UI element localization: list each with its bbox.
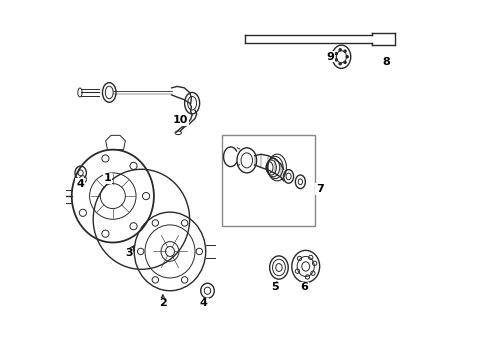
Text: 1: 1 (103, 173, 111, 183)
Bar (222, 135, 315, 226)
Circle shape (335, 59, 338, 61)
Text: 8: 8 (382, 57, 390, 67)
Circle shape (344, 61, 346, 63)
Text: 7: 7 (316, 184, 324, 194)
Circle shape (344, 50, 346, 52)
Text: 4: 4 (200, 298, 208, 308)
Text: 4: 4 (76, 179, 84, 189)
Text: 6: 6 (300, 282, 308, 292)
Circle shape (346, 56, 348, 58)
Text: 2: 2 (159, 298, 167, 308)
Circle shape (335, 53, 338, 55)
Circle shape (339, 49, 341, 51)
Circle shape (339, 63, 341, 65)
Text: 9: 9 (326, 52, 334, 62)
Text: 10: 10 (173, 115, 188, 125)
Text: 5: 5 (271, 282, 278, 292)
Text: 3: 3 (125, 248, 133, 258)
